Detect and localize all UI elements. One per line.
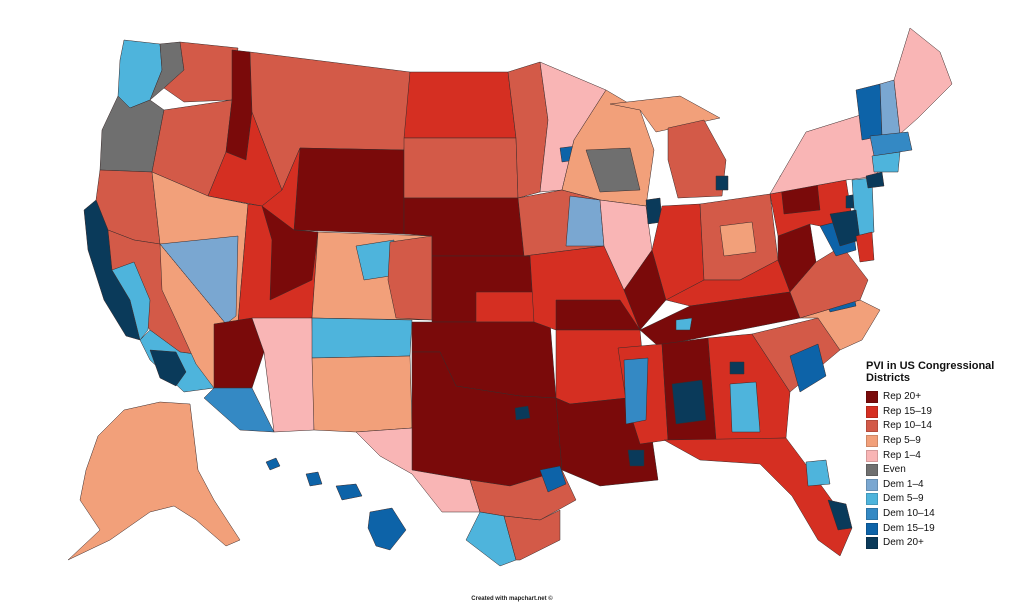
region-kansas-kc: [475, 291, 535, 323]
legend-label: Rep 10–14: [883, 420, 932, 432]
legend-item: Rep 10–14: [866, 419, 1016, 434]
legend-item: Dem 5–9: [866, 492, 1016, 507]
legend-label: Rep 5–9: [883, 435, 921, 447]
legend-swatch: [866, 435, 878, 448]
legend-label: Even: [883, 464, 906, 476]
region-new-orleans: [627, 449, 645, 467]
region-hawaii-big-island: [367, 507, 407, 551]
region-arizona-west: [213, 317, 265, 389]
legend-swatch: [866, 420, 878, 433]
map-credit: Created with mapchart.net ©: [471, 596, 553, 602]
region-sc-coast: [789, 343, 827, 393]
region-birmingham-black-belt: [671, 379, 707, 425]
legend-swatch: [866, 464, 878, 477]
region-dallas: [514, 405, 531, 421]
legend-item: Dem 10–14: [866, 507, 1016, 522]
legend-swatch: [866, 478, 878, 491]
legend-label: Dem 20+: [883, 537, 924, 549]
region-florida-south: [827, 499, 853, 531]
legend-swatch: [866, 537, 878, 550]
legend-item: Even: [866, 463, 1016, 478]
legend-swatch: [866, 405, 878, 418]
region-delmarva: [855, 231, 875, 263]
legend-label: Dem 1–4: [883, 478, 924, 490]
region-new-mexico-south: [311, 355, 413, 433]
region-new-mexico-north: [311, 317, 413, 359]
region-texas-south: [503, 509, 561, 561]
legend-swatch: [866, 508, 878, 521]
region-north-dakota: [403, 71, 517, 139]
region-south-dakota: [403, 137, 519, 199]
region-washington-west: [117, 39, 163, 109]
legend-items: Rep 20+ Rep 15–19 Rep 10–14 Rep 5–9 Rep 1–4 E…: [866, 390, 1016, 551]
legend-label: Rep 15–19: [883, 405, 932, 417]
region-new-york-city: [865, 171, 885, 189]
region-mississippi-delta: [623, 357, 649, 425]
legend-swatch: [866, 449, 878, 462]
map-legend: PVI in US Congressional Districts Rep 20…: [866, 360, 1016, 551]
region-wyoming: [293, 147, 405, 235]
legend-label: Rep 1–4: [883, 449, 921, 461]
legend-item: Rep 15–19: [866, 405, 1016, 420]
region-utah-south: [261, 205, 319, 301]
legend-item: Rep 20+: [866, 390, 1016, 405]
region-massachusetts: [869, 131, 913, 157]
region-arizona-phoenix: [203, 387, 275, 433]
legend-label: Dem 15–19: [883, 522, 935, 534]
region-iowa-east: [565, 195, 605, 247]
region-nevada-reno: [159, 235, 239, 325]
region-washington-east: [163, 41, 239, 103]
region-georgia-south: [729, 381, 761, 433]
region-detroit: [715, 175, 729, 191]
legend-item: Dem 20+: [866, 536, 1016, 551]
legend-item: Rep 5–9: [866, 434, 1016, 449]
region-texas-san-antonio: [465, 511, 517, 567]
region-atlanta: [729, 361, 745, 375]
region-los-angeles: [149, 349, 187, 387]
region-hawaii-kauai: [265, 457, 281, 471]
legend-label: Dem 5–9: [883, 493, 924, 505]
region-colorado-east: [387, 235, 433, 321]
legend-swatch: [866, 522, 878, 535]
region-florida: [663, 437, 853, 557]
region-maine: [893, 27, 953, 135]
region-ohio-columbus: [719, 221, 757, 257]
region-connecticut: [871, 151, 901, 173]
region-houston: [539, 465, 567, 493]
region-california-bay-valley: [111, 261, 151, 341]
legend-swatch: [866, 493, 878, 506]
region-florida-orlando: [805, 459, 831, 487]
region-hawaii-maui: [335, 483, 363, 501]
legend-label: Dem 10–14: [883, 508, 935, 520]
legend-title: PVI in US Congressional Districts: [866, 360, 995, 384]
region-virginia: [789, 245, 869, 319]
legend-item: Rep 1–4: [866, 448, 1016, 463]
region-arizona-east: [251, 317, 315, 433]
legend-label: Rep 20+: [883, 391, 922, 403]
legend-item: Dem 15–19: [866, 521, 1016, 536]
region-michigan-lower: [667, 119, 727, 199]
region-alaska: [67, 401, 241, 561]
region-nashville: [675, 317, 693, 331]
region-hawaii-oahu: [305, 471, 323, 487]
region-wisconsin-madison: [585, 147, 641, 193]
legend-item: Dem 1–4: [866, 478, 1016, 493]
legend-swatch: [866, 391, 878, 404]
